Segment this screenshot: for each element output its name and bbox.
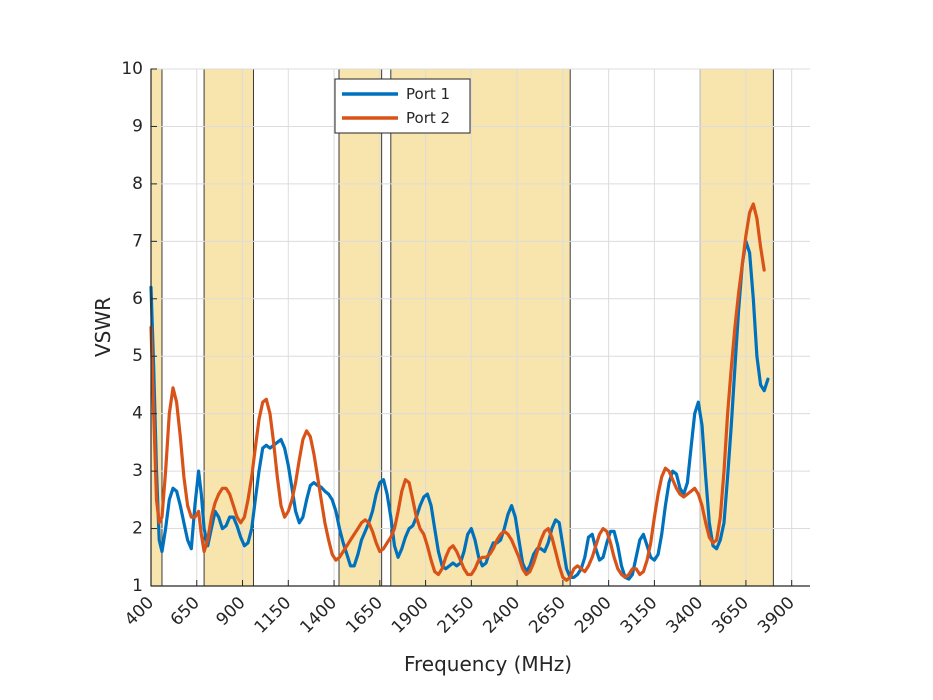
y-tick-label: 9 <box>132 116 143 136</box>
band-1 <box>203 68 255 587</box>
x-tick-label: 3900 <box>754 593 799 638</box>
band-3 <box>390 68 571 587</box>
series-line-port-2 <box>149 202 766 582</box>
x-tick-labels: 400 650 900 1150 1400 1650 1900 2150 2400 2650 290… <box>121 593 799 638</box>
x-tick-label: 3150 <box>617 593 662 638</box>
y-tick-label: 1 <box>132 576 143 596</box>
legend-box <box>334 78 471 134</box>
x-tick-label: 650 <box>167 593 204 630</box>
legend: Port 1 Port 2 <box>334 78 471 134</box>
y-tick-label: 8 <box>132 174 143 194</box>
x-tick-label: 1400 <box>296 593 341 638</box>
y-tick-label: 2 <box>132 519 143 539</box>
axes <box>150 68 810 587</box>
band-2 <box>338 68 383 587</box>
x-axis-label: Frequency (MHz) <box>404 652 572 676</box>
x-tick-label: 3650 <box>708 593 753 638</box>
x-tick-label: 2150 <box>434 593 479 638</box>
y-axis-label: VSWR <box>91 297 115 357</box>
legend-label-port-1: Port 1 <box>406 85 450 103</box>
x-tick-label: 2650 <box>525 593 570 638</box>
y-tick-label: 3 <box>132 461 143 481</box>
x-tick-label: 3400 <box>663 593 708 638</box>
data-lines <box>149 202 770 582</box>
series-line-port-1 <box>149 239 770 581</box>
y-tick-label: 4 <box>132 404 143 424</box>
x-tick-label: 400 <box>121 593 158 630</box>
y-tick-label: 6 <box>132 289 143 309</box>
y-tick-label: 10 <box>121 59 143 79</box>
x-tick-label: 1650 <box>342 593 387 638</box>
x-tick-label: 900 <box>213 593 250 630</box>
x-tick-label: 2400 <box>479 593 524 638</box>
y-tick-label: 5 <box>132 346 143 366</box>
legend-label-port-2: Port 2 <box>406 109 450 127</box>
y-tick-labels: 1 2 3 4 5 6 7 8 9 10 <box>121 59 143 596</box>
x-tick-label: 1900 <box>388 593 433 638</box>
frequency-bands <box>150 68 774 587</box>
y-tick-label: 7 <box>132 231 143 251</box>
x-tick-label: 2900 <box>571 593 616 638</box>
x-tick-label: 1150 <box>251 593 296 638</box>
